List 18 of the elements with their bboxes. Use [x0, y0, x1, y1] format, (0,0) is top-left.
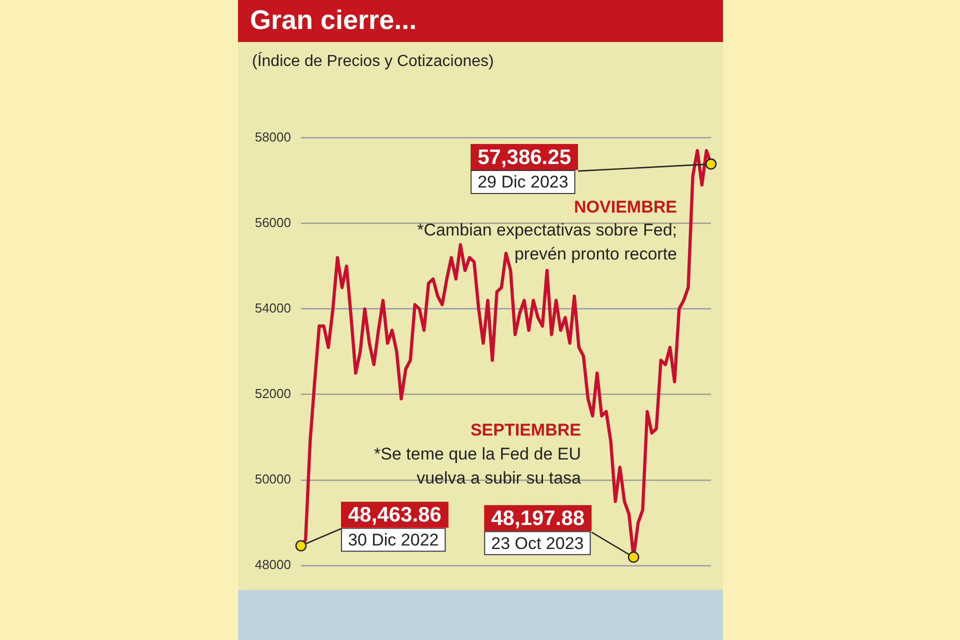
- annotation: 30 Dic 2022: [348, 530, 439, 550]
- annotation: *Se teme que la Fed de EU vuelva a subir su tasa: [374, 444, 582, 488]
- chart-title: Gran cierre...: [250, 5, 417, 36]
- y-tick-label: 54000: [254, 300, 291, 316]
- annotation: 57,386.25: [478, 146, 572, 169]
- chart-subtitle: (Índice de Precios y Cotizaciones): [252, 52, 495, 72]
- annotation: 29 Dic 2023: [478, 172, 568, 192]
- annotation: NOVIEMBRE: [574, 198, 677, 217]
- y-tick-label: 48000: [254, 557, 291, 572]
- annotation: 48,463.86: [348, 504, 442, 527]
- y-tick-label: 50000: [254, 472, 291, 487]
- annotation: 23 Oct 2023: [491, 534, 584, 553]
- annotation: *Cambian expectativas sobre Fed; prevén pronto recorte: [417, 220, 677, 264]
- y-tick-label: 58000: [254, 129, 291, 144]
- y-tick-label: 52000: [254, 386, 291, 402]
- annotation: SEPTIEMBRE: [470, 420, 581, 440]
- annotation: 48,197.88: [491, 506, 585, 530]
- y-tick-label: 56000: [254, 214, 291, 230]
